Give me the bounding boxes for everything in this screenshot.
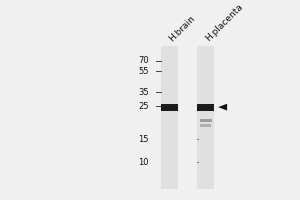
Text: 70: 70 <box>138 56 148 65</box>
Bar <box>161 46 178 189</box>
Bar <box>200 124 211 127</box>
Text: H.brain: H.brain <box>168 14 197 43</box>
Polygon shape <box>218 104 227 111</box>
Text: 55: 55 <box>138 67 148 76</box>
Text: 25: 25 <box>138 102 148 111</box>
Bar <box>161 104 178 111</box>
Bar <box>200 119 211 122</box>
Bar <box>197 46 214 189</box>
Text: 35: 35 <box>138 88 148 97</box>
Text: 15: 15 <box>138 135 148 144</box>
Text: H.placenta: H.placenta <box>204 2 244 43</box>
Bar <box>197 104 214 111</box>
Text: 10: 10 <box>138 158 148 167</box>
